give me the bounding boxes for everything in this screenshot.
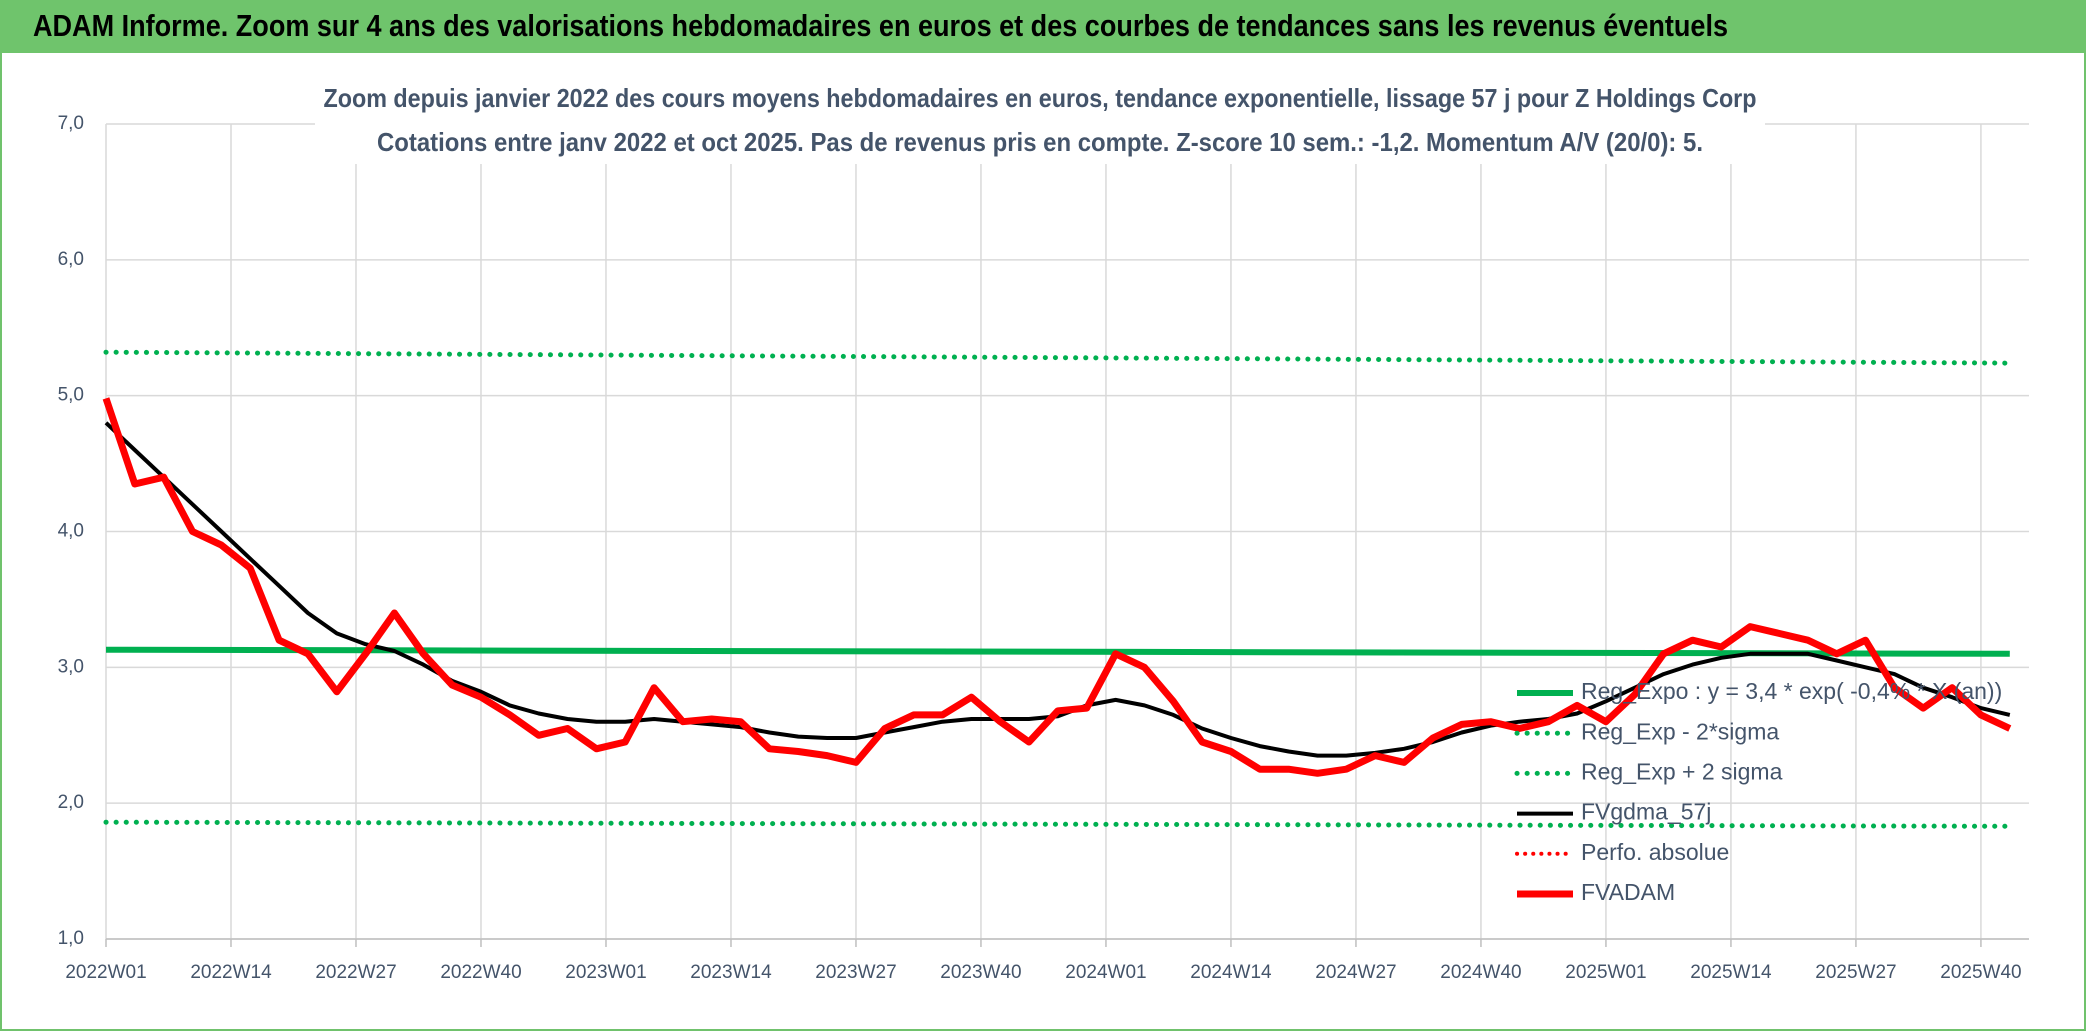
x-tick-label: 2025W01 — [1565, 962, 1646, 983]
legend-label: Perfo. absolue — [1581, 839, 1729, 865]
y-tick-label: 2,0 — [58, 792, 84, 813]
y-tick-label: 5,0 — [58, 385, 84, 406]
series-line — [104, 421, 2011, 758]
legend-label: Reg_Exp - 2*sigma — [1581, 718, 1779, 744]
x-tick-label: 2025W40 — [1940, 962, 2021, 983]
x-tick-label: 2023W27 — [815, 962, 896, 983]
x-tick-label: 2025W27 — [1815, 962, 1896, 983]
legend-label: FVADAM — [1581, 879, 1675, 905]
legend-label: Reg_Expo : y = 3,4 * exp( -0,4% * X (an)… — [1581, 678, 2002, 704]
series-line — [103, 819, 2013, 829]
series-line — [102, 397, 2012, 777]
y-tick-label: 7,0 — [58, 113, 84, 134]
x-tick-label: 2023W01 — [565, 962, 646, 983]
x-tick-label: 2024W01 — [1065, 962, 1146, 983]
header-title: ADAM Informe. Zoom sur 4 ans des valoris… — [33, 8, 1728, 43]
y-tick-label: 3,0 — [58, 656, 84, 677]
chart-title: Zoom depuis janvier 2022 des cours moyen… — [324, 83, 1757, 113]
legend-label: FVgdma_57j — [1581, 799, 1711, 825]
x-tick-label: 2022W27 — [315, 962, 396, 983]
x-tick-label: 2022W40 — [440, 962, 521, 983]
y-tick-label: 1,0 — [58, 928, 84, 949]
plot-area: 1,0 2,0 3,0 4,0 5,0 6,0 7,0 2022W01 2022W14 2022W… — [58, 113, 2029, 983]
title-background — [315, 80, 1765, 164]
x-tick-label: 2023W14 — [690, 962, 772, 983]
legend: Reg_Expo : y = 3,4 * exp( -0,4% * X (an)… — [1514, 678, 2002, 905]
x-tick-label: 2025W14 — [1690, 962, 1772, 983]
x-tick-label: 2022W01 — [65, 962, 146, 983]
x-tick-label: 2022W14 — [190, 962, 272, 983]
y-tick-label: 6,0 — [58, 249, 84, 270]
header-bar — [0, 0, 2086, 53]
legend-label: Reg_Exp + 2 sigma — [1581, 758, 1783, 784]
series-line — [103, 349, 2013, 366]
x-tick-label: 2024W27 — [1315, 962, 1396, 983]
x-tick-label: 2024W40 — [1440, 962, 1521, 983]
chart-subtitle: Cotations entre janv 2022 et oct 2025. P… — [377, 127, 1703, 157]
x-tick-label: 2023W40 — [940, 962, 1021, 983]
y-tick-label: 4,0 — [58, 521, 84, 542]
x-tick-label: 2024W14 — [1190, 962, 1272, 983]
